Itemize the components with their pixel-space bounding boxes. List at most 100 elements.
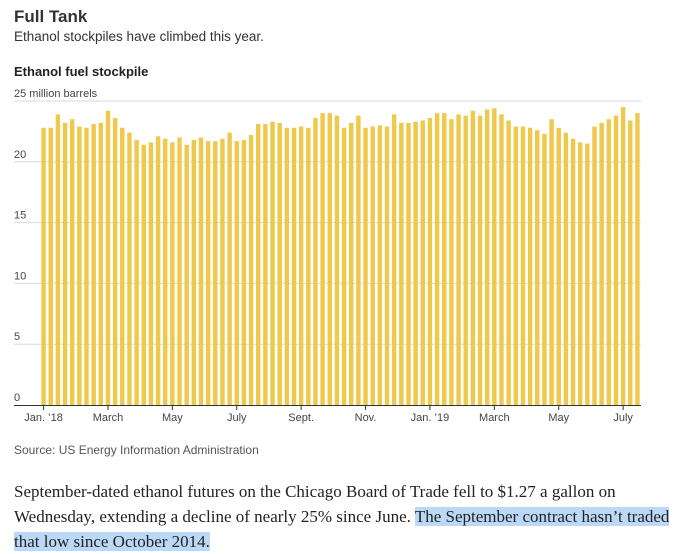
y-tick-label: 20	[14, 149, 26, 161]
y-tick-label: 5	[14, 331, 20, 343]
bar	[198, 137, 204, 406]
bar	[434, 113, 440, 405]
bar	[241, 139, 247, 405]
bar	[449, 119, 454, 406]
x-axis: Jan. ’18 March May July Sept. Nov. Jan. ’19 Mar…	[14, 405, 641, 424]
x-tick-label: Jan. ’18	[24, 412, 63, 424]
x-tick-label: March	[93, 412, 124, 424]
bar	[205, 141, 211, 405]
bar	[177, 137, 182, 406]
x-tick-label: July	[227, 412, 247, 424]
bar	[120, 127, 125, 405]
bar	[98, 122, 104, 405]
bar	[620, 107, 626, 405]
bar	[112, 118, 118, 406]
bar	[527, 127, 533, 405]
bar	[227, 132, 232, 405]
x-tick-label: Sept.	[288, 412, 314, 424]
chart-headline: Full Tank	[14, 7, 88, 26]
bar	[356, 115, 361, 405]
x-tick-label: March	[479, 412, 510, 424]
bar	[492, 108, 497, 406]
bar	[563, 132, 569, 405]
bar	[148, 142, 154, 405]
x-tick-label: May	[162, 412, 183, 424]
bar	[91, 124, 96, 405]
bar	[48, 127, 53, 405]
bar	[234, 141, 239, 405]
y-tick-label: 15	[14, 210, 26, 222]
bar	[334, 115, 340, 405]
bar	[413, 121, 418, 406]
bar	[141, 144, 146, 405]
bar	[606, 119, 612, 406]
bar	[256, 124, 261, 405]
bar	[399, 122, 404, 405]
bar	[592, 126, 597, 405]
bar	[535, 130, 540, 405]
bar	[520, 126, 526, 405]
bar	[313, 118, 318, 406]
bar	[427, 118, 433, 406]
bar	[506, 120, 511, 406]
bar	[191, 139, 197, 405]
bar	[248, 135, 254, 406]
y-tick-label: 25 million barrels	[14, 88, 98, 100]
bar	[270, 121, 275, 406]
chart-title: Ethanol fuel stockpile	[14, 64, 149, 79]
bar	[613, 115, 619, 405]
bar	[162, 138, 168, 405]
bar	[220, 138, 225, 405]
x-tick-label: Nov.	[355, 412, 377, 424]
bar	[542, 133, 547, 405]
bar	[55, 114, 61, 405]
bar	[628, 120, 633, 406]
bar	[377, 125, 383, 405]
bar	[62, 122, 68, 405]
bar	[105, 110, 111, 405]
bar-chart: Jan. ’18 March May July Sept. Nov. Jan. ’19 Mar…	[14, 88, 641, 424]
bar	[127, 132, 132, 405]
bar	[69, 119, 75, 406]
bar	[556, 127, 561, 405]
bar	[484, 109, 490, 405]
bar	[184, 144, 189, 405]
bar	[406, 122, 411, 405]
bar	[635, 113, 640, 405]
source-note: Source: US Energy Information Administra…	[14, 443, 259, 457]
bar	[570, 138, 576, 405]
y-axis-labels: 0 5 10 15 20 25 million barrels	[14, 88, 98, 404]
bar	[284, 127, 290, 405]
bar	[370, 126, 375, 405]
bar	[363, 127, 368, 405]
bar	[513, 126, 519, 405]
bar	[442, 113, 447, 405]
bar	[291, 127, 297, 405]
chart-subtitle: Ethanol stockpiles have climbed this yea…	[14, 29, 264, 44]
bar	[298, 126, 304, 405]
bar	[320, 113, 325, 405]
y-tick-label: 0	[14, 392, 20, 404]
bar	[456, 114, 461, 405]
x-tick-label: July	[613, 412, 633, 424]
bar	[477, 115, 483, 405]
bar	[549, 119, 554, 406]
bar	[155, 136, 161, 405]
bar	[499, 114, 504, 405]
bar	[277, 122, 282, 405]
bar	[170, 142, 175, 405]
bar	[84, 127, 89, 405]
bar	[599, 122, 604, 405]
x-tick-label: May	[548, 412, 569, 424]
bar	[327, 113, 332, 405]
bar	[585, 143, 590, 405]
article-paragraph: September-dated ethanol futures on the C…	[14, 479, 674, 554]
article-text: September-dated ethanol futures on the C…	[14, 482, 616, 526]
bar	[349, 122, 354, 405]
bar	[213, 141, 218, 405]
bar	[391, 114, 397, 405]
x-tick-label: Jan. ’19	[411, 412, 450, 424]
y-tick-label: 10	[14, 270, 26, 282]
bar	[263, 124, 268, 405]
bar	[463, 115, 468, 405]
